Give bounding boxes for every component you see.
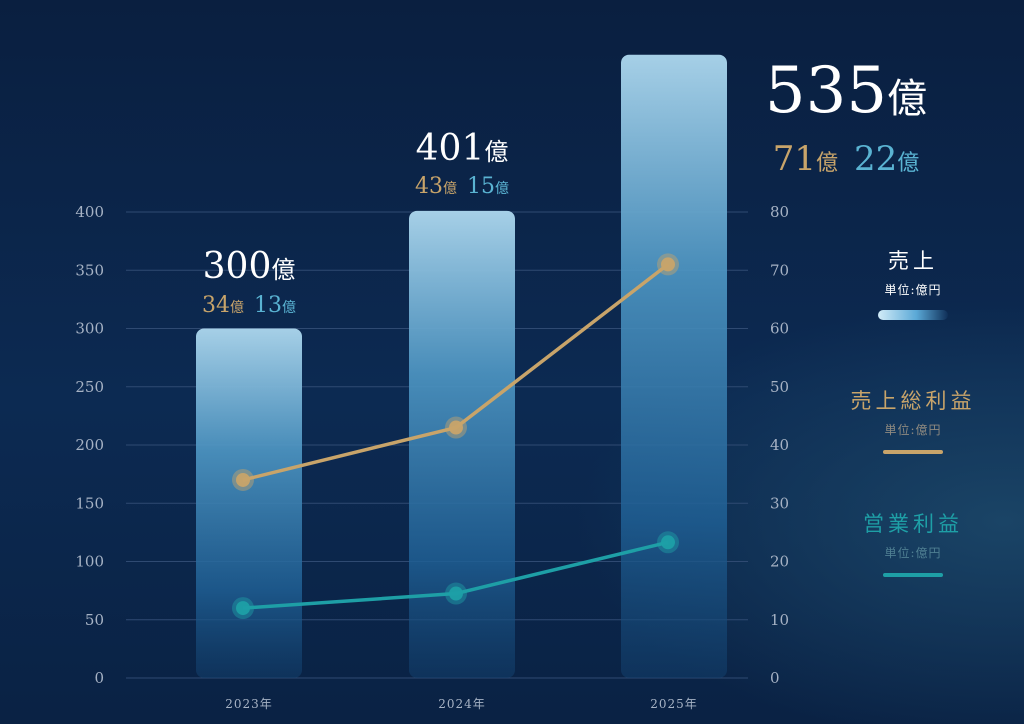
legend-gross-profit-swatch bbox=[883, 450, 943, 454]
legend-operating-profit-unit: 単位:億円 bbox=[884, 546, 942, 560]
legend-operating-profit-swatch bbox=[883, 573, 943, 577]
y-right-tick-label: 80 bbox=[770, 203, 789, 221]
profit-value-labels: 71億 22億 bbox=[773, 139, 920, 179]
y-left-tick-label: 100 bbox=[75, 553, 104, 571]
y-left-tick-label: 400 bbox=[75, 203, 104, 221]
legend-gross-profit-title: 売上総利益 bbox=[850, 389, 976, 413]
data-point bbox=[449, 420, 463, 435]
y-right-tick-label: 60 bbox=[770, 320, 789, 338]
bars bbox=[196, 54, 727, 679]
legend-operating-profit: 営業利益 単位:億円 bbox=[838, 508, 988, 577]
x-category-label: 2023年 bbox=[225, 697, 273, 711]
legend-gross-profit-unit: 単位:億円 bbox=[884, 423, 942, 437]
data-point bbox=[449, 586, 463, 601]
y-right-tick-label: 30 bbox=[770, 494, 789, 512]
legend-sales-title: 売上 bbox=[888, 249, 938, 273]
y-right-tick-label: 0 bbox=[770, 669, 780, 687]
data-point bbox=[661, 257, 675, 272]
sales-bar bbox=[621, 54, 727, 679]
sales-bar bbox=[409, 210, 515, 678]
y-right-tick-label: 40 bbox=[770, 436, 789, 454]
legend-sales-unit: 単位:億円 bbox=[884, 283, 942, 297]
legend-sales-swatch bbox=[878, 310, 948, 320]
profit-value-labels: 43億 15億 bbox=[415, 174, 509, 199]
legend-sales: 売上 単位:億円 bbox=[838, 245, 988, 320]
data-point bbox=[236, 601, 250, 616]
y-right-tick-label: 50 bbox=[770, 378, 789, 396]
chart-text: 0 0 50 10 100 20 150 30 200 40 250 50 300 60 350 70 400 8… bbox=[75, 54, 927, 711]
y-right-tick-label: 10 bbox=[770, 611, 789, 629]
data-point bbox=[661, 535, 675, 550]
y-left-tick-label: 300 bbox=[75, 320, 104, 338]
y-right-tick-label: 20 bbox=[770, 553, 789, 571]
profit-value-labels: 34億 13億 bbox=[202, 293, 296, 318]
y-left-tick-label: 150 bbox=[75, 494, 104, 512]
legend-gross-profit: 売上総利益 単位:億円 bbox=[838, 385, 988, 454]
sales-bar bbox=[196, 328, 302, 678]
x-category-label: 2024年 bbox=[438, 697, 486, 711]
y-left-tick-label: 200 bbox=[75, 436, 104, 454]
data-point bbox=[236, 472, 250, 487]
legend-operating-profit-title: 営業利益 bbox=[863, 512, 963, 536]
y-left-tick-label: 250 bbox=[75, 378, 104, 396]
y-left-tick-label: 0 bbox=[94, 669, 104, 687]
lines bbox=[232, 253, 679, 620]
sales-value-label: 401億 bbox=[416, 128, 509, 169]
x-category-label: 2025年 bbox=[650, 697, 698, 711]
y-left-tick-label: 350 bbox=[75, 261, 104, 279]
sales-value-label: 300億 bbox=[203, 246, 296, 287]
y-right-tick-label: 70 bbox=[770, 261, 789, 279]
sales-value-label: 535億 bbox=[765, 54, 927, 128]
y-left-tick-label: 50 bbox=[85, 611, 104, 629]
